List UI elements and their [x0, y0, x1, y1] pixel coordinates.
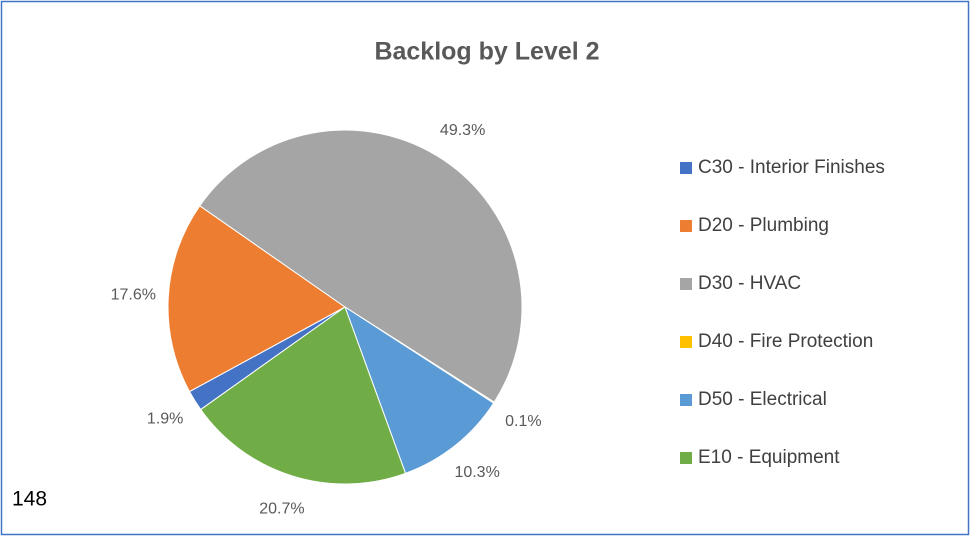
legend-swatch [680, 394, 692, 406]
data-label: 49.3% [440, 122, 485, 139]
data-label: 20.7% [259, 501, 304, 518]
chart-title: Backlog by Level 2 [374, 38, 599, 66]
pie-slice [200, 306, 407, 485]
legend-label: D20 - Plumbing [698, 215, 829, 236]
legend-label: D50 - Electrical [698, 389, 827, 410]
data-label: 10.3% [454, 464, 499, 481]
legend-label: C30 - Interior Finishes [698, 157, 885, 178]
pie-slice [344, 305, 495, 474]
legend-swatch [680, 278, 692, 290]
legend-label: E10 - Equipment [698, 447, 840, 468]
data-label: 1.9% [147, 410, 183, 427]
legend-label: D40 - Fire Protection [698, 331, 873, 352]
data-label: 0.1% [505, 413, 541, 430]
legend-swatch [680, 452, 692, 464]
page-number: 148 [12, 488, 47, 511]
legend-swatch [680, 336, 692, 348]
legend-label: D30 - HVAC [698, 273, 801, 294]
legend-swatch [680, 162, 692, 174]
pie-slice [167, 205, 346, 393]
data-label: 17.6% [111, 287, 156, 304]
pie-slice [199, 129, 523, 403]
legend-swatch [680, 220, 692, 232]
